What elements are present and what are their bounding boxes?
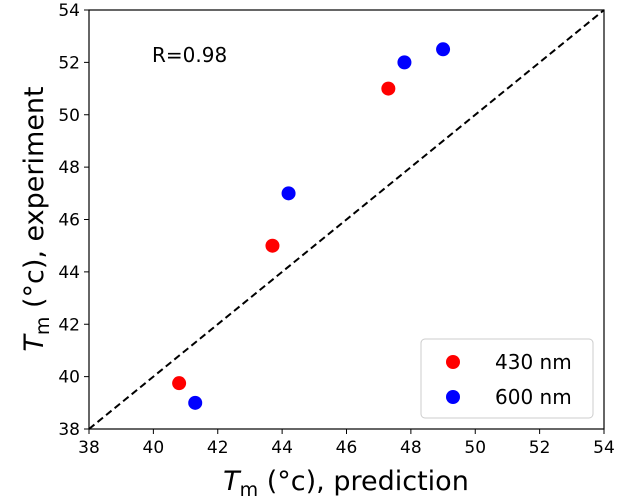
y-tick-label: 42 xyxy=(58,315,80,335)
x-tick-label: 48 xyxy=(400,438,422,458)
y-tick-label: 44 xyxy=(58,263,80,283)
reference-line-layer xyxy=(88,9,605,430)
y-tick-label: 54 xyxy=(58,1,80,21)
legend-marker-430nm xyxy=(446,355,460,369)
y-tick-label: 40 xyxy=(58,368,80,388)
x-tick-label: 54 xyxy=(593,438,615,458)
x-axis-label-subscript: m xyxy=(240,479,259,501)
y-axis-label: Tm (°c), experiment xyxy=(19,86,54,351)
reference-line xyxy=(88,9,605,430)
y-tick-label: 38 xyxy=(58,420,80,440)
legend-label-430nm: 430 nm xyxy=(495,350,572,374)
y-tick-label: 46 xyxy=(58,211,80,231)
legend-label-600nm: 600 nm xyxy=(495,385,572,409)
x-tick-label: 46 xyxy=(336,438,358,458)
data-point-600nm xyxy=(436,42,451,57)
x-tick-label: 44 xyxy=(271,438,293,458)
y-axis-ticks: 38 40 42 44 46 48 50 52 54 xyxy=(58,1,89,440)
legend-marker-600nm xyxy=(446,390,460,404)
x-tick-label: 38 xyxy=(78,438,100,458)
points-layer xyxy=(172,42,451,410)
x-tick-label: 40 xyxy=(143,438,165,458)
x-axis-label-text: (°c), prediction xyxy=(258,466,469,497)
y-axis-label-text: (°c), experiment xyxy=(19,86,50,316)
x-tick-label: 52 xyxy=(529,438,551,458)
x-axis-label-symbol: T xyxy=(223,466,242,497)
data-point-600nm xyxy=(397,55,412,70)
x-tick-label: 50 xyxy=(464,438,486,458)
y-axis-label-symbol: T xyxy=(19,333,50,352)
correlation-annotation: R=0.98 xyxy=(152,43,227,67)
legend: 430 nm 600 nm xyxy=(420,338,594,419)
data-point-600nm xyxy=(281,186,296,201)
x-axis-label: Tm (°c), prediction xyxy=(223,466,469,501)
data-point-600nm xyxy=(188,395,203,410)
y-axis-label-subscript: m xyxy=(32,317,54,336)
data-point-430nm xyxy=(381,81,396,96)
data-point-430nm xyxy=(265,238,280,253)
x-tick-label: 42 xyxy=(207,438,229,458)
y-tick-label: 52 xyxy=(58,53,80,73)
x-axis-ticks: 38 40 42 44 46 48 50 52 54 xyxy=(78,429,615,458)
y-tick-label: 48 xyxy=(58,158,80,178)
y-tick-label: 50 xyxy=(58,106,80,126)
data-point-430nm xyxy=(172,376,187,391)
legend-box xyxy=(420,338,594,419)
